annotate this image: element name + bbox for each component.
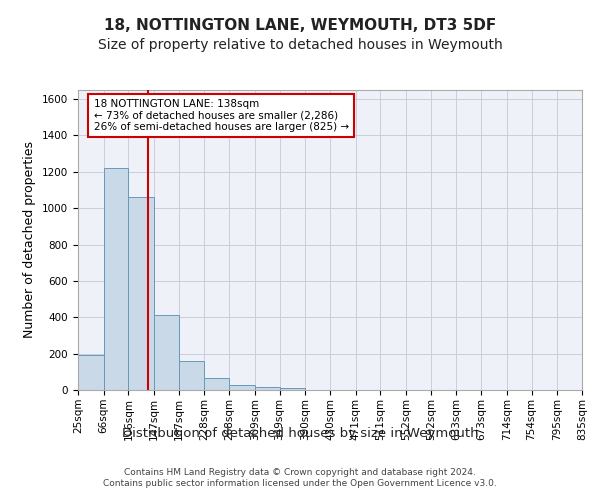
Bar bbox=[78, 354, 104, 390]
Text: Distribution of detached houses by size in Weymouth: Distribution of detached houses by size … bbox=[122, 428, 478, 440]
Bar bbox=[280, 388, 305, 390]
Bar bbox=[128, 198, 154, 390]
Bar bbox=[179, 361, 205, 390]
Y-axis label: Number of detached properties: Number of detached properties bbox=[23, 142, 37, 338]
Text: 18, NOTTINGTON LANE, WEYMOUTH, DT3 5DF: 18, NOTTINGTON LANE, WEYMOUTH, DT3 5DF bbox=[104, 18, 496, 32]
Text: Size of property relative to detached houses in Weymouth: Size of property relative to detached ho… bbox=[98, 38, 502, 52]
Bar bbox=[154, 316, 179, 390]
Bar bbox=[255, 386, 280, 390]
Text: Contains HM Land Registry data © Crown copyright and database right 2024.
Contai: Contains HM Land Registry data © Crown c… bbox=[103, 468, 497, 487]
Bar bbox=[205, 378, 229, 390]
Bar bbox=[229, 386, 255, 390]
Bar bbox=[104, 168, 128, 390]
Text: 18 NOTTINGTON LANE: 138sqm
← 73% of detached houses are smaller (2,286)
26% of s: 18 NOTTINGTON LANE: 138sqm ← 73% of deta… bbox=[94, 99, 349, 132]
